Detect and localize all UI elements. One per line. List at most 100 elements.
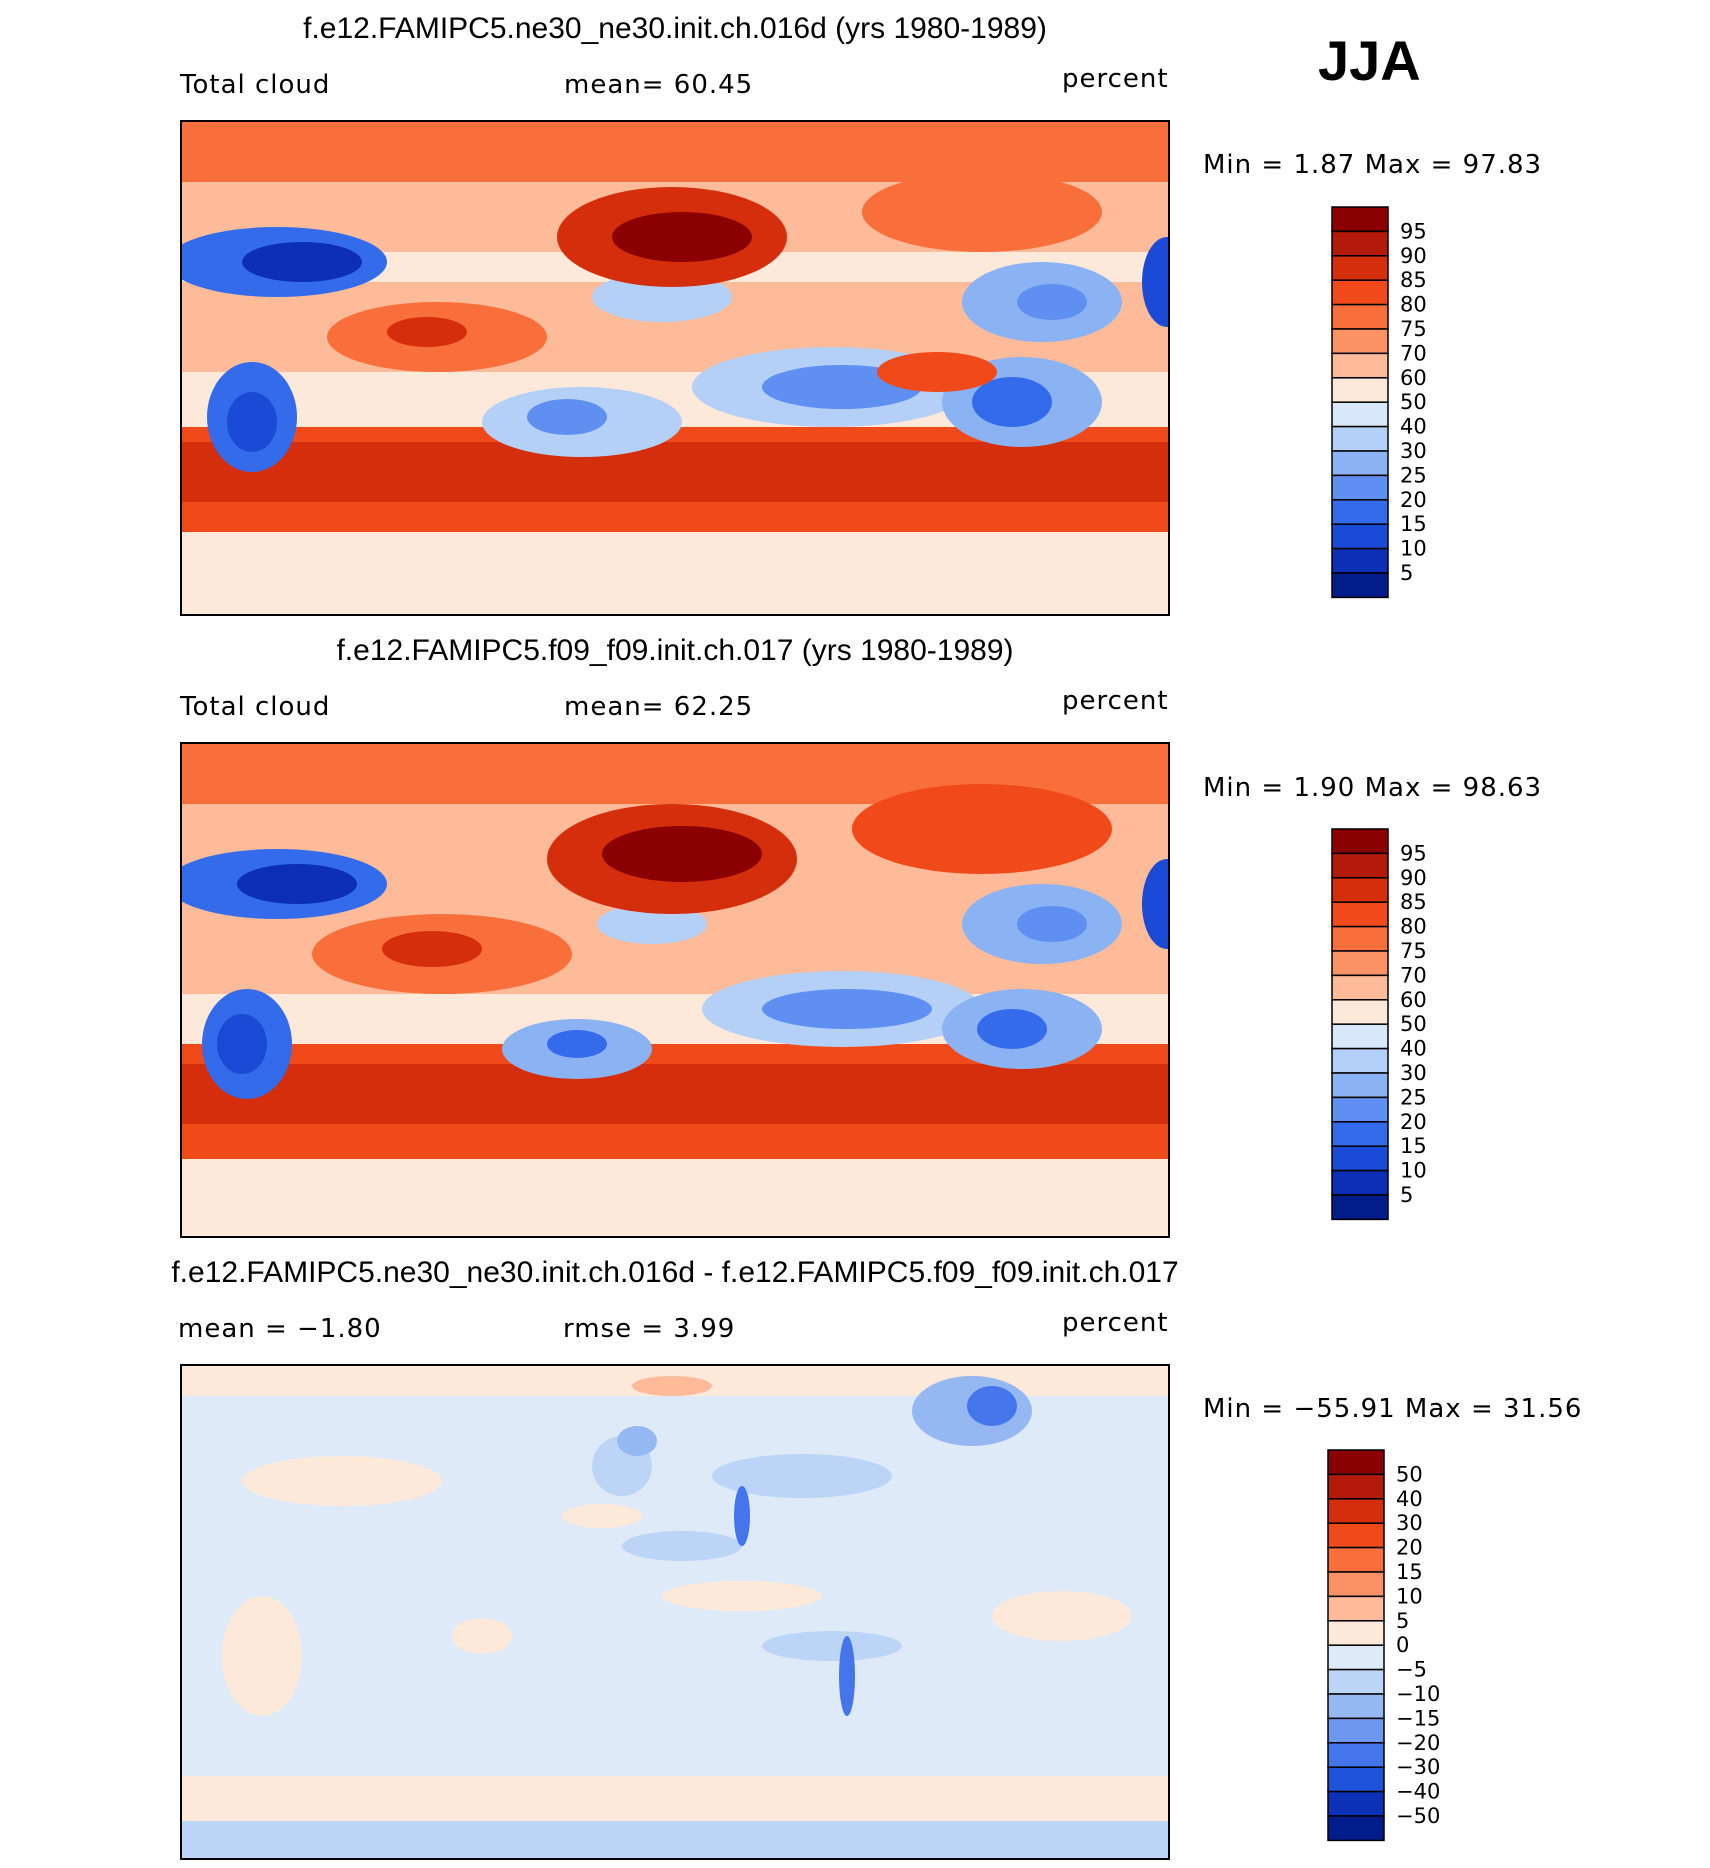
colorbar-swatch — [1331, 1169, 1389, 1196]
colorbar-swatch — [1331, 377, 1389, 403]
panel-3-units-label: percent — [1062, 1308, 1169, 1338]
colorbar-swatch — [1327, 1449, 1385, 1476]
colorbar-tick-label: 30 — [1396, 1511, 1423, 1535]
colorbar-tick-label: 50 — [1396, 1462, 1423, 1486]
colorbar-tick-label: −50 — [1396, 1804, 1440, 1828]
colorbar-swatch — [1327, 1766, 1385, 1793]
colorbar-tick-label: 10 — [1400, 1159, 1427, 1183]
panel-3-mean-label: mean = −1.80 — [178, 1314, 382, 1344]
colorbar-tick-label: 10 — [1396, 1584, 1423, 1608]
colorbar-swatch — [1331, 999, 1389, 1025]
colorbar-tick-label: 15 — [1400, 512, 1427, 536]
colorbar-swatch — [1331, 1072, 1389, 1099]
colorbar-tick-label: 25 — [1400, 1085, 1427, 1109]
panel-2-mean-label: mean= 62.25 — [564, 692, 754, 722]
colorbar-tick-label: 50 — [1400, 390, 1427, 414]
colorbar-tick-label: 75 — [1400, 317, 1427, 341]
panel-2-contour-field — [182, 744, 1168, 1236]
colorbar-tick-label: 40 — [1400, 415, 1427, 439]
colorbar-tick-label: 40 — [1396, 1487, 1423, 1511]
colorbar-tick-label: −20 — [1396, 1731, 1440, 1755]
colorbar-swatch — [1331, 1194, 1389, 1221]
colorbar-swatch — [1327, 1546, 1385, 1573]
colorbar-tick-label: 85 — [1400, 268, 1427, 292]
colorbar-tick-label: 5 — [1400, 1183, 1413, 1207]
colorbar-swatch — [1327, 1790, 1385, 1817]
colorbar-tick-label: 90 — [1400, 866, 1427, 890]
colorbar-swatch — [1331, 255, 1389, 281]
colorbar-tick-label: 20 — [1400, 488, 1427, 512]
colorbar-swatch — [1331, 206, 1389, 233]
panel-1-colorbar-swatches — [1331, 206, 1389, 599]
panel-1-units-label: percent — [1062, 64, 1169, 94]
colorbar-tick-label: 30 — [1400, 1061, 1427, 1085]
colorbar-tick-label: 60 — [1400, 366, 1427, 390]
panel-2-variable-label: Total cloud — [180, 692, 331, 722]
colorbar-tick-label: 90 — [1400, 244, 1427, 268]
colorbar-tick-label: 80 — [1400, 915, 1427, 939]
panel-1-title: f.e12.FAMIPC5.ne30_ne30.init.ch.016d (yr… — [303, 12, 1047, 45]
colorbar-swatch — [1327, 1571, 1385, 1598]
colorbar-tick-label: 75 — [1400, 939, 1427, 963]
colorbar-tick-label: −40 — [1396, 1780, 1440, 1804]
colorbar-swatch — [1327, 1473, 1385, 1500]
colorbar-tick-label: 5 — [1396, 1609, 1409, 1633]
colorbar-swatch — [1327, 1620, 1385, 1646]
colorbar-tick-label: 95 — [1400, 219, 1427, 243]
panel-1-minmax-label: Min = 1.87 Max = 97.83 — [1203, 150, 1543, 180]
colorbar-swatch — [1331, 499, 1389, 525]
colorbar-swatch — [1331, 230, 1389, 257]
colorbar-swatch — [1331, 523, 1389, 550]
colorbar-swatch — [1331, 401, 1389, 428]
colorbar-tick-label: 5 — [1400, 561, 1413, 585]
panel-3-rmse-label: rmse = 3.99 — [563, 1314, 736, 1344]
colorbar-swatch — [1331, 279, 1389, 306]
colorbar-swatch — [1327, 1498, 1385, 1524]
colorbar-tick-label: 25 — [1400, 463, 1427, 487]
colorbar-tick-label: 70 — [1400, 341, 1427, 365]
colorbar-tick-label: 40 — [1400, 1037, 1427, 1061]
colorbar-tick-label: 60 — [1400, 988, 1427, 1012]
colorbar-swatch — [1331, 450, 1389, 477]
panel-2-title: f.e12.FAMIPC5.f09_f09.init.ch.017 (yrs 1… — [336, 634, 1014, 667]
panel-3-minmax-label: Min = −55.91 Max = 31.56 — [1203, 1394, 1583, 1424]
panel-2-minmax-label: Min = 1.90 Max = 98.63 — [1203, 773, 1543, 803]
colorbar-swatch — [1331, 1121, 1389, 1147]
panel-3-colorbar-swatches — [1327, 1449, 1385, 1842]
colorbar-swatch — [1331, 950, 1389, 977]
colorbar-tick-label: 15 — [1396, 1560, 1423, 1584]
season-label: JJA — [1318, 29, 1421, 92]
colorbar-swatch — [1331, 328, 1389, 355]
panel-2-colorbar-swatches — [1331, 828, 1389, 1221]
colorbar-swatch — [1331, 852, 1389, 879]
colorbar-swatch — [1331, 425, 1389, 452]
colorbar-tick-label: 15 — [1400, 1134, 1427, 1158]
panel-3-contour-field — [182, 1366, 1168, 1858]
colorbar-swatch — [1331, 572, 1389, 599]
colorbar-tick-label: 30 — [1400, 439, 1427, 463]
panel-1-variable-label: Total cloud — [180, 70, 331, 100]
colorbar-swatch — [1331, 474, 1389, 501]
panel-1-map — [180, 120, 1170, 616]
colorbar-tick-label: −10 — [1396, 1682, 1440, 1706]
colorbar-tick-label: −30 — [1396, 1755, 1440, 1779]
colorbar-swatch — [1331, 303, 1389, 330]
colorbar-swatch — [1331, 1023, 1389, 1050]
colorbar-swatch — [1327, 1742, 1385, 1768]
panel-3-title: f.e12.FAMIPC5.ne30_ne30.init.ch.016d - f… — [171, 1256, 1179, 1289]
panel-1-mean-label: mean= 60.45 — [564, 70, 754, 100]
colorbar-swatch — [1327, 1717, 1385, 1744]
panel-3-map — [180, 1364, 1170, 1860]
colorbar-tick-label: 95 — [1400, 841, 1427, 865]
colorbar-tick-label: 85 — [1400, 890, 1427, 914]
colorbar-swatch — [1331, 974, 1389, 1001]
colorbar-tick-label: −5 — [1396, 1658, 1427, 1682]
colorbar-tick-label: −15 — [1396, 1706, 1440, 1730]
colorbar-swatch — [1327, 1693, 1385, 1720]
colorbar-swatch — [1327, 1522, 1385, 1549]
colorbar-tick-label: 20 — [1396, 1536, 1423, 1560]
